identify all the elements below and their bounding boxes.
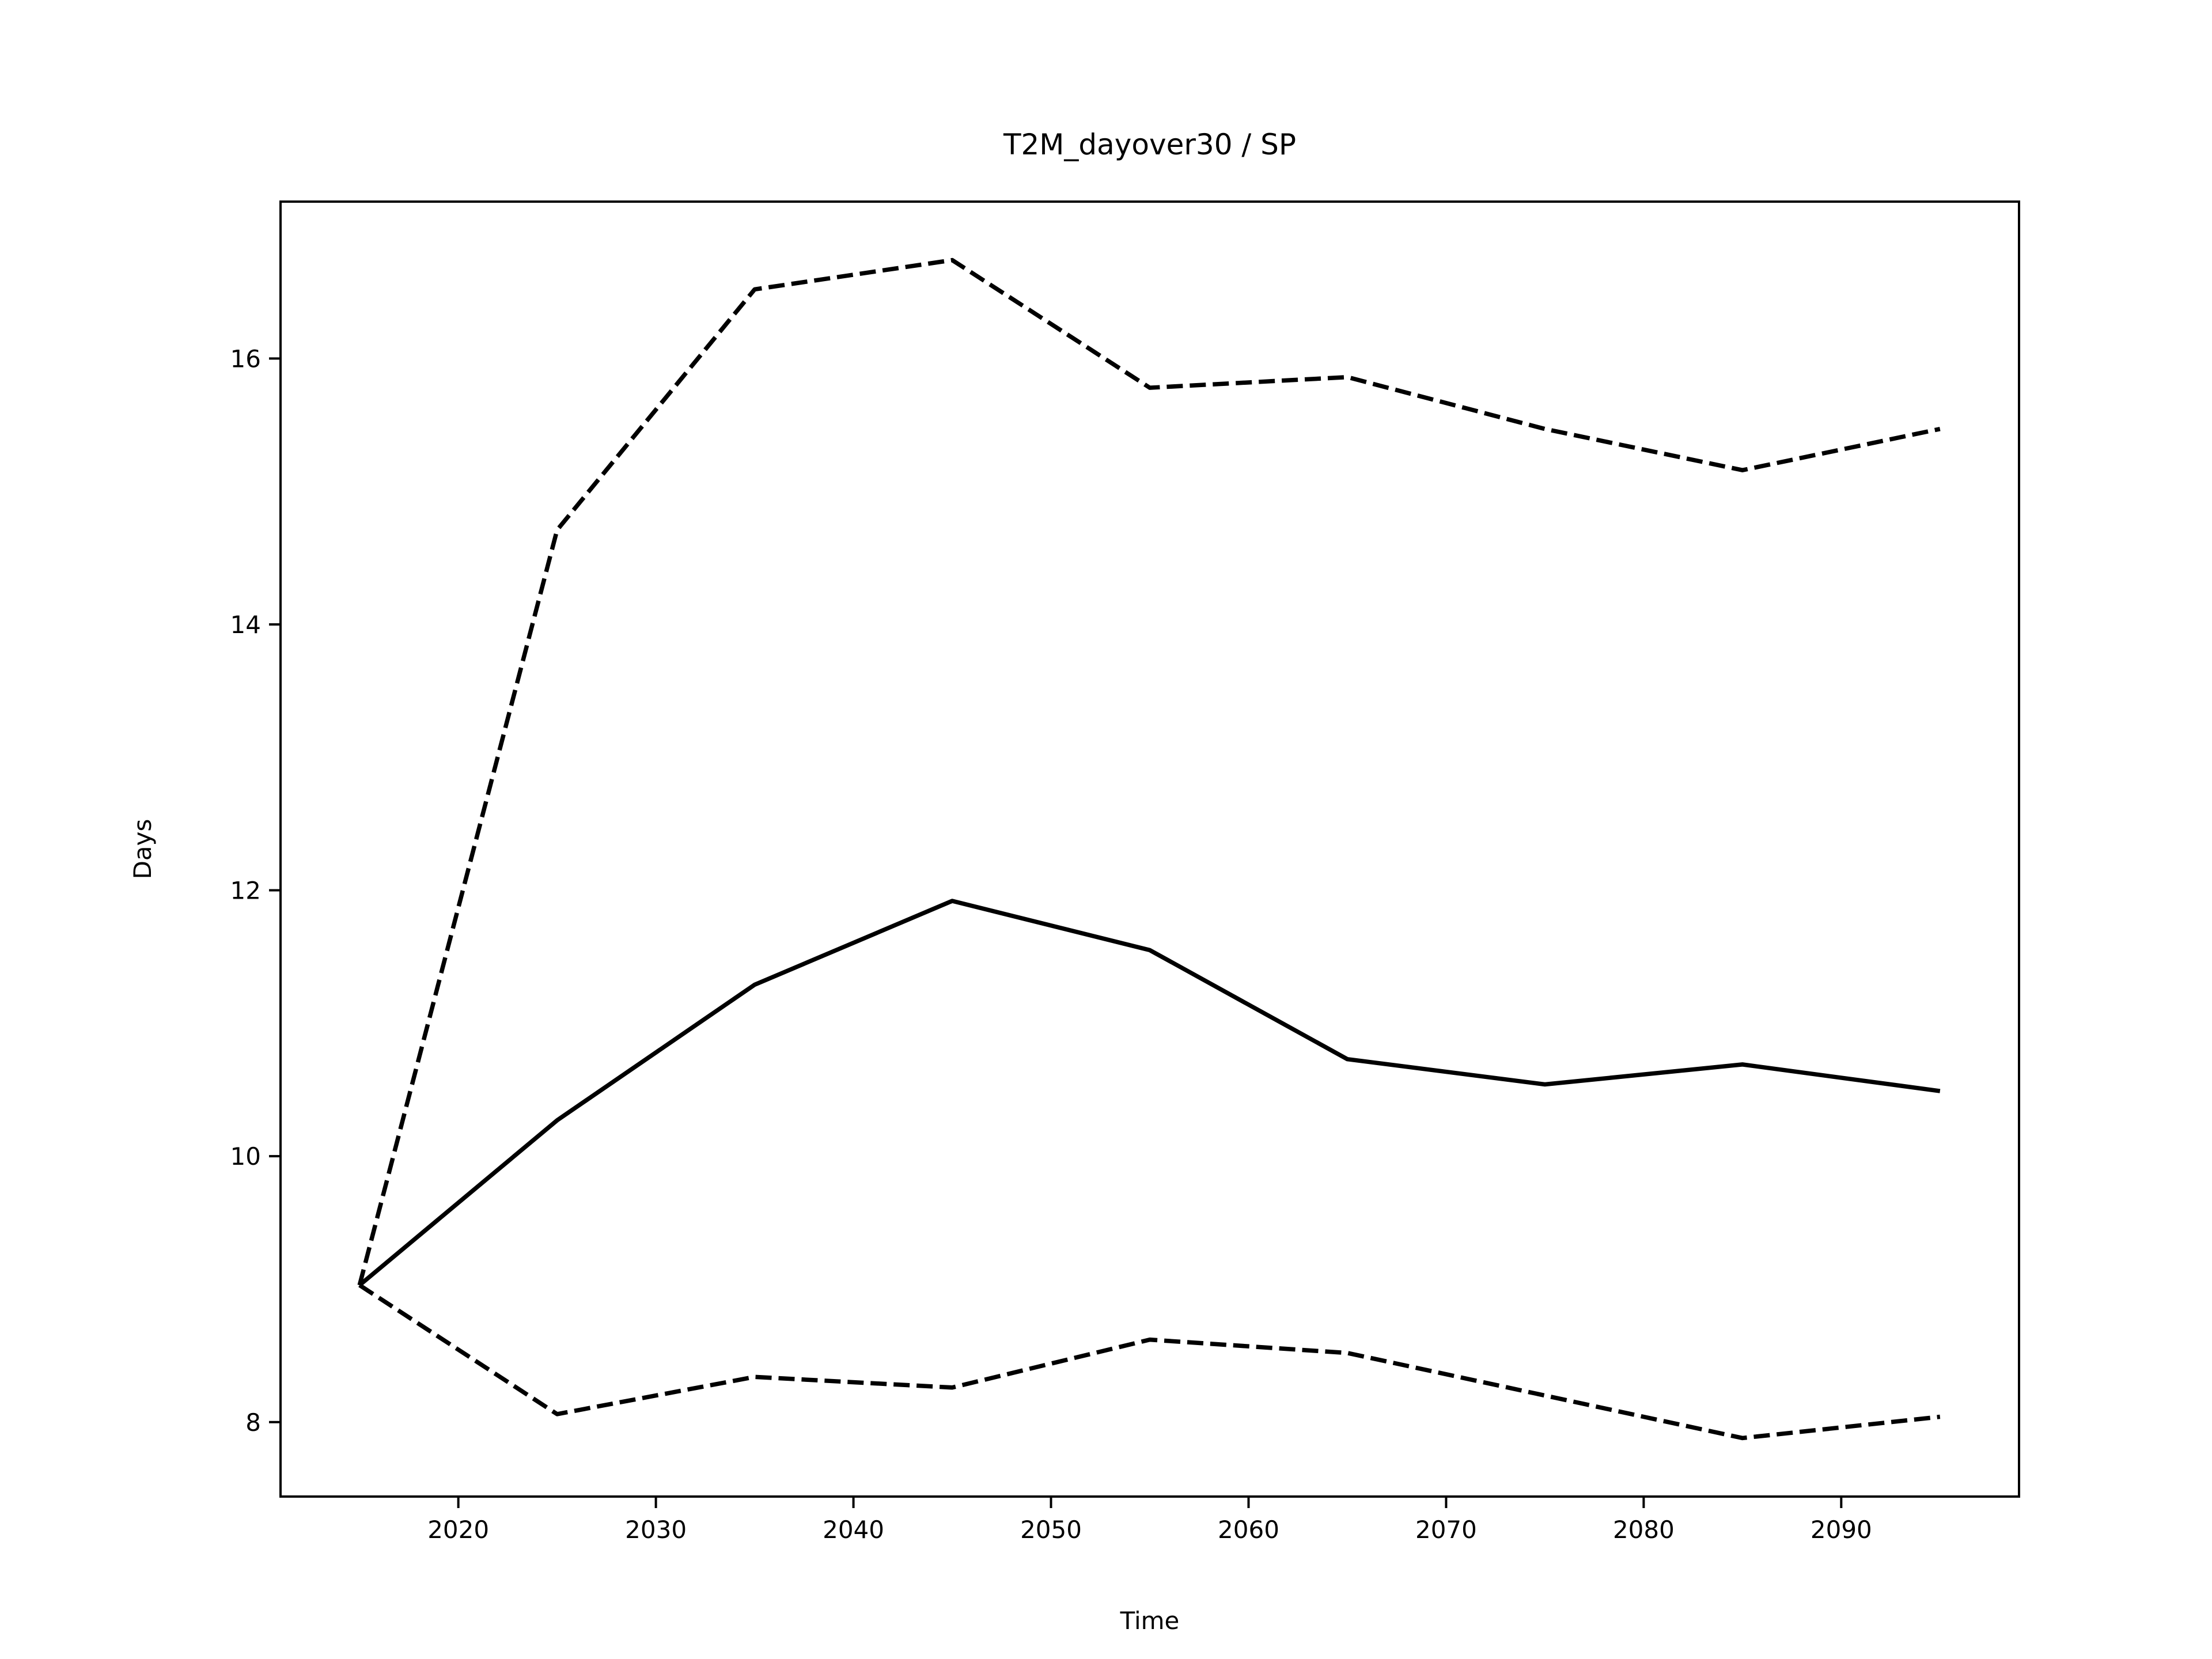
series-line [358, 1283, 1941, 1441]
x-tick-label: 2040 [823, 1516, 884, 1544]
plot-area: 2020 2030 2040 2050 2060 2070 2080 2090 8 10 12 14 1… [230, 257, 1941, 1544]
x-tick-label: 2080 [1613, 1516, 1675, 1544]
x-tick-label: 2060 [1218, 1516, 1279, 1544]
y-tick-label: 14 [230, 611, 261, 639]
axes-frame [279, 200, 2020, 1498]
series-line [358, 899, 1941, 1287]
y-tick-label: 12 [230, 877, 261, 905]
x-tick-label: 2050 [1020, 1516, 1082, 1544]
series-line [357, 257, 1941, 1286]
x-axis-label: Time [1120, 1607, 1180, 1635]
x-tick-label: 2030 [625, 1516, 687, 1544]
y-tick-label: 16 [230, 344, 261, 373]
y-tick-label: 8 [245, 1408, 261, 1437]
y-tick-label: 10 [230, 1142, 261, 1171]
x-tick-label: 2020 [427, 1516, 489, 1544]
x-tick-label: 2070 [1415, 1516, 1477, 1544]
x-tick-label: 2090 [1810, 1516, 1872, 1544]
y-axis-label: Days [128, 819, 157, 880]
chart-title: T2M_dayover30 / SP [1003, 128, 1296, 161]
